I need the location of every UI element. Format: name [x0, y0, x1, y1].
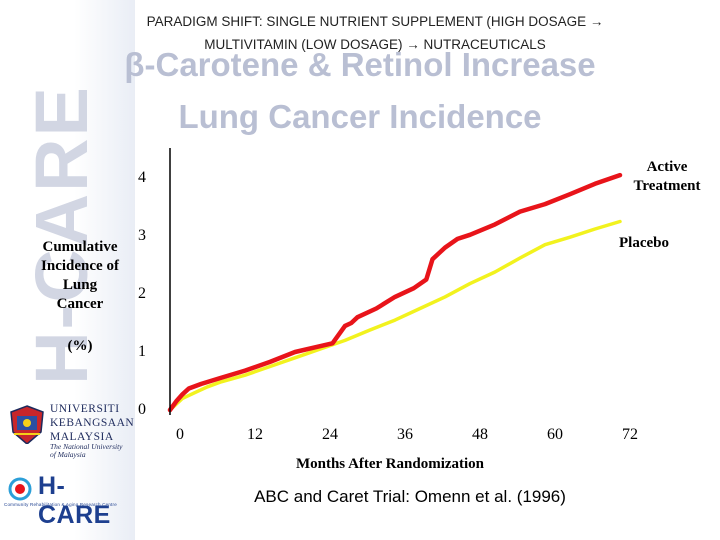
x-axis-label: Months After Randomization [295, 456, 485, 472]
hcare-logo: H-CARE Community Rehabilitation & Aging … [4, 472, 132, 529]
y-tick-label: 3 [138, 227, 146, 244]
legend-active-line: Active [646, 159, 688, 175]
citation-text: ABC and Caret Trial: Omenn et al. (1996) [254, 487, 566, 506]
x-tick-label: 12 [247, 426, 263, 443]
university-name: UNIVERSITI KEBANGSAAN MALAYSIA [50, 403, 135, 443]
hcare-logo-text: H-CARE [38, 472, 111, 529]
x-tick-label: 48 [472, 426, 488, 443]
y-axis-label-line: Cumulative [42, 239, 118, 255]
x-tick-label: 72 [622, 426, 638, 443]
header-text: PARADIGM SHIFT: SINGLE NUTRIENT SUPPLEME… [110, 10, 640, 56]
header-line-2: MULTIVITAMIN (LOW DOSAGE) → NUTRACEUTICA… [204, 37, 546, 52]
y-axis-unit: (%) [67, 338, 93, 354]
slide-title-line-2: Lung Cancer Incidence [178, 98, 542, 135]
slide-title-line-1: β-Carotene & Retinol Increase [124, 46, 596, 83]
legend-active-treatment: Active Treatment [622, 158, 712, 196]
series-line-placebo [168, 219, 622, 412]
y-axis-label-line: Lung [62, 277, 98, 293]
x-tick-label: 0 [176, 426, 184, 443]
y-axis-label-line: Cancer [56, 296, 104, 312]
x-tick-label: 60 [547, 426, 563, 443]
y-axis-label: Cumulative Incidence of Lung Cancer [20, 238, 140, 314]
y-tick-label: 1 [138, 343, 146, 360]
y-tick-label: 0 [138, 401, 146, 418]
university-subtitle: The National University of Malaysia [50, 442, 123, 459]
x-tick-label: 36 [397, 426, 413, 443]
sidebar-panel: H-CARE UNIVERSITI KEBANGSAAN MALAYSIA Th… [0, 0, 135, 540]
x-tick-label: 24 [322, 426, 338, 443]
y-axis-label-line: Incidence of [41, 258, 119, 274]
university-emblem-icon [10, 405, 44, 444]
y-tick-label: 4 [138, 169, 146, 186]
series-line-active-treatment [167, 172, 623, 413]
y-tick-label: 2 [138, 285, 146, 302]
header-line-1: PARADIGM SHIFT: SINGLE NUTRIENT SUPPLEME… [146, 14, 604, 29]
legend-placebo-line: Placebo [619, 235, 669, 251]
legend-active-line: Treatment [633, 178, 701, 194]
legend-placebo: Placebo [606, 234, 682, 253]
university-logo: UNIVERSITI KEBANGSAAN MALAYSIA The Natio… [6, 398, 135, 459]
hcare-tagline: Community Rehabilitation & Aging Researc… [4, 502, 117, 507]
hcare-ring-icon [8, 477, 32, 501]
